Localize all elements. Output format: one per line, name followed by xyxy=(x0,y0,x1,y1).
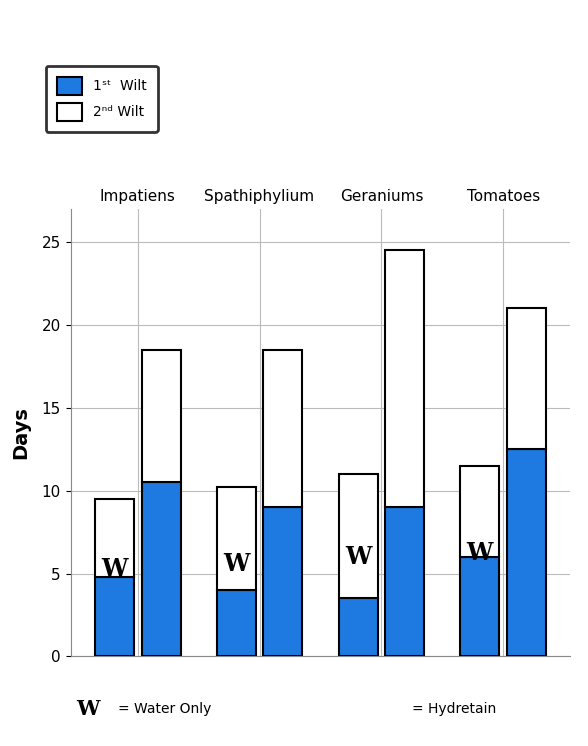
Bar xyxy=(216,590,256,656)
Bar xyxy=(142,483,181,656)
Text: = Water Only: = Water Only xyxy=(118,702,211,715)
Text: = Hydretain: = Hydretain xyxy=(412,702,496,715)
Bar xyxy=(507,308,546,449)
Bar xyxy=(339,598,377,656)
Legend: 1ˢᵗ  Wilt, 2ⁿᵈ Wilt: 1ˢᵗ Wilt, 2ⁿᵈ Wilt xyxy=(45,66,158,132)
Bar xyxy=(142,350,181,483)
Bar xyxy=(460,557,499,656)
Bar xyxy=(263,350,302,507)
Bar xyxy=(216,487,256,590)
Bar xyxy=(460,466,499,557)
Bar xyxy=(385,507,425,656)
Text: W: W xyxy=(76,699,100,718)
Text: W: W xyxy=(223,551,249,576)
Text: W: W xyxy=(101,557,128,581)
Bar xyxy=(95,577,133,656)
Bar xyxy=(95,499,133,577)
Text: W: W xyxy=(345,545,371,569)
Text: W: W xyxy=(467,541,493,565)
Bar xyxy=(385,251,425,507)
Bar xyxy=(339,474,377,598)
Y-axis label: Days: Days xyxy=(12,407,31,459)
Bar xyxy=(263,507,302,656)
Bar xyxy=(507,449,546,656)
